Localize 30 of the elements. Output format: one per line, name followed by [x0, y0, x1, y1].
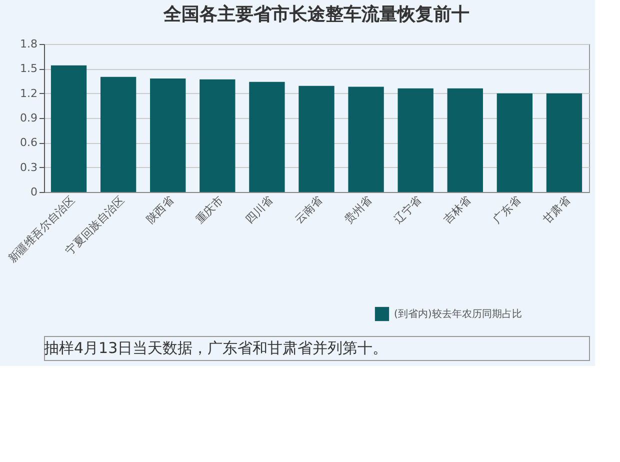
bar — [100, 76, 136, 192]
y-tick-label: 1.2 — [20, 86, 38, 100]
y-tick-label: 0 — [30, 186, 38, 198]
x-tick-label: 陕西省 — [144, 194, 176, 226]
x-tick-label: 广东省 — [490, 194, 524, 226]
x-tick-label: 四川省 — [242, 194, 276, 226]
chart-title: 全国各主要省市长途整车流量恢复前十 — [162, 4, 470, 25]
bar — [249, 82, 285, 192]
x-tick-label: 吉林省 — [441, 194, 474, 226]
x-tick-label: 辽宁省 — [392, 194, 424, 226]
bar — [348, 86, 384, 192]
legend-label: (到省内)较去年农历同期占比 — [394, 308, 522, 320]
y-tick-label: 0.3 — [20, 160, 38, 174]
x-tick-label: 重庆市 — [193, 194, 226, 226]
bar — [447, 88, 483, 192]
bar — [398, 88, 434, 192]
x-tick-label: 贵州省 — [342, 194, 375, 226]
y-tick-label: 0.9 — [20, 112, 38, 124]
y-tick-label: 1.5 — [20, 62, 38, 76]
y-tick-label: 0.6 — [20, 136, 38, 150]
bar — [150, 78, 186, 192]
y-tick-label: 1.8 — [20, 38, 38, 50]
text: 抽样4月13日当天数据，广东省和甘肃省并列第十。 — [44, 339, 388, 357]
bar — [546, 93, 582, 192]
bar — [298, 86, 334, 192]
bar — [50, 65, 87, 192]
x-tick-label: 云南省 — [292, 194, 325, 226]
x-tick-label: 甘肃省 — [540, 194, 573, 226]
bar — [496, 93, 533, 192]
bar — [200, 79, 236, 192]
